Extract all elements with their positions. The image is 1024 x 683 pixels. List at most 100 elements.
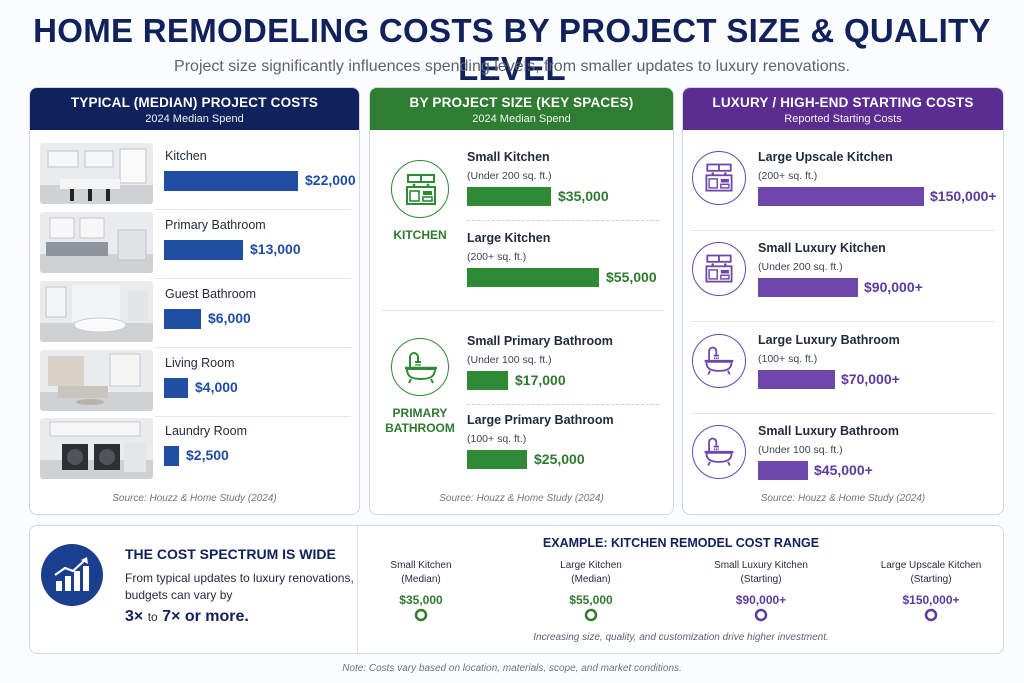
project-size-item-name: Large Primary Bathroom [467, 413, 614, 427]
project-size-item-size: (100+ sq. ft.) [467, 433, 527, 445]
kitchen-range-label-line: (Starting) [910, 574, 952, 585]
item-divider [382, 310, 664, 311]
item-divider [691, 321, 995, 322]
room-row: Laundry Room $2,500 [40, 418, 352, 480]
median-value-label: $22,000 [305, 172, 356, 188]
median-bar [164, 378, 188, 398]
luxury-bar [758, 370, 835, 389]
kitchen-range-point [584, 608, 598, 622]
median-bar [164, 240, 243, 260]
median-costs-source: Source: Houzz & Home Study (2024) [112, 493, 277, 504]
luxury-item-size: (100+ sq. ft.) [758, 353, 818, 365]
footer-note: Note: Costs vary based on location, mate… [342, 663, 682, 674]
item-divider [467, 404, 659, 405]
kitchen-range-title: EXAMPLE: KITCHEN REMODEL COST RANGE [542, 536, 820, 550]
page-title: HOME REMODELING COSTS BY PROJECT SIZE & … [33, 12, 991, 87]
room-row: Living Room $4,000 [40, 350, 352, 412]
item-divider [691, 230, 995, 231]
room-name: Living Room [165, 356, 235, 370]
luxury-item-size: (Under 200 sq. ft.) [758, 261, 843, 273]
project-size-value-label: $55,000 [606, 269, 657, 285]
project-size-title: BY PROJECT SIZE (KEY SPACES) [409, 95, 634, 110]
kitchen-icon [692, 151, 746, 205]
median-costs-header: TYPICAL (MEDIAN) PROJECT COSTS 2024 Medi… [30, 88, 359, 130]
luxury-bar [758, 187, 924, 206]
kitchen-range-point [924, 608, 938, 622]
project-size-bar [467, 450, 527, 469]
page-subtitle: Project size significantly influences sp… [174, 58, 850, 75]
bathtub-icon [692, 334, 746, 388]
project-size-value-label: $35,000 [558, 188, 609, 204]
luxury-value-label: $70,000+ [841, 371, 900, 387]
luxury-item-name: Small Luxury Kitchen [758, 241, 886, 255]
spectrum-high: 7× or more. [162, 608, 249, 625]
project-size-item-size: (Under 100 sq. ft.) [467, 354, 552, 366]
project-size-source: Source: Houzz & Home Study (2024) [439, 493, 604, 504]
kitchen-range-point-label: Large Upscale Kitchen (Starting) [866, 559, 996, 587]
project-size-value-label: $25,000 [534, 451, 585, 467]
project-size-item-name: Small Primary Bathroom [467, 334, 613, 348]
kitchen-range-label-line: Small Luxury Kitchen [714, 560, 808, 571]
median-costs-title: TYPICAL (MEDIAN) PROJECT COSTS [70, 95, 319, 110]
kitchen-range-label-line: (Median) [401, 574, 441, 585]
group-label-line: BATHROOM [385, 421, 455, 435]
luxury-costs-header: LUXURY / HIGH-END STARTING COSTS Reporte… [683, 88, 1003, 130]
project-size-bar [467, 371, 508, 390]
project-size-bar [467, 268, 599, 287]
luxury-value-label: $45,000+ [814, 462, 873, 478]
luxury-costs-source: Source: Houzz & Home Study (2024) [760, 493, 926, 504]
kitchen-range-label-line: (Starting) [740, 574, 782, 585]
item-divider [467, 220, 659, 221]
project-size-bar [467, 187, 551, 206]
project-size-item-size: (200+ sq. ft.) [467, 251, 527, 263]
median-value-label: $4,000 [195, 379, 238, 395]
median-bar [164, 446, 179, 466]
median-costs-panel: TYPICAL (MEDIAN) PROJECT COSTS 2024 Medi… [29, 87, 360, 515]
kitchen-range-point [414, 608, 428, 622]
project-size-subtitle: 2024 Median Spend [472, 113, 571, 125]
bathtub-icon [391, 338, 449, 396]
project-size-panel: BY PROJECT SIZE (KEY SPACES) 2024 Median… [369, 87, 674, 515]
bottom-panel: THE COST SPECTRUM IS WIDE From typical u… [29, 525, 1004, 654]
median-value-label: $13,000 [250, 241, 301, 257]
kitchen-range-label-line: Small Kitchen [390, 560, 452, 571]
kitchen-range-value-label: $90,000+ [735, 593, 787, 607]
kitchen-range-point-label: Large Kitchen (Median) [526, 559, 656, 587]
median-value-label: $2,500 [186, 447, 229, 463]
spectrum-body: From typical updates to luxury renovatio… [125, 571, 354, 602]
project-size-item-name: Small Kitchen [467, 150, 550, 164]
group-label-line: KITCHEN [393, 228, 447, 242]
project-size-header: BY PROJECT SIZE (KEY SPACES) 2024 Median… [370, 88, 673, 130]
kitchen-range-label-line: Large Kitchen [560, 560, 622, 571]
room-photo [40, 212, 153, 273]
room-name: Guest Bathroom [165, 287, 257, 301]
row-divider [155, 209, 351, 210]
luxury-item-name: Small Luxury Bathroom [758, 424, 899, 438]
room-row: Primary Bathroom $13,000 [40, 212, 352, 274]
kitchen-icon [391, 160, 449, 218]
luxury-costs-title: LUXURY / HIGH-END STARTING COSTS [712, 95, 974, 110]
group-label: KITCHEN [370, 228, 470, 243]
luxury-bar [758, 461, 808, 480]
room-photo [40, 281, 153, 342]
room-row: Guest Bathroom $6,000 [40, 281, 352, 343]
spectrum-low: 3× [125, 608, 144, 625]
luxury-item-size: (200+ sq. ft.) [758, 170, 818, 182]
kitchen-icon [692, 242, 746, 296]
kitchen-range-label-line: (Median) [571, 574, 611, 585]
project-size-item-name: Large Kitchen [467, 231, 551, 245]
kitchen-range-point [754, 608, 768, 622]
kitchen-range-value-label: $35,000 [399, 593, 443, 607]
project-size-value-label: $17,000 [515, 372, 566, 388]
luxury-item-name: Large Upscale Kitchen [758, 150, 893, 164]
room-photo [40, 350, 153, 411]
luxury-bar [758, 278, 858, 297]
luxury-costs-subtitle: Reported Starting Costs [784, 113, 902, 125]
kitchen-range-note: Increasing size, quality, and customizat… [533, 632, 829, 643]
kitchen-range-label-line: Large Upscale Kitchen [880, 560, 982, 571]
kitchen-range-point-label: Small Luxury Kitchen (Starting) [696, 559, 826, 587]
spectrum-to: to [147, 610, 158, 624]
bathtub-icon [692, 425, 746, 479]
room-name: Primary Bathroom [165, 218, 266, 232]
median-bar [164, 309, 201, 329]
